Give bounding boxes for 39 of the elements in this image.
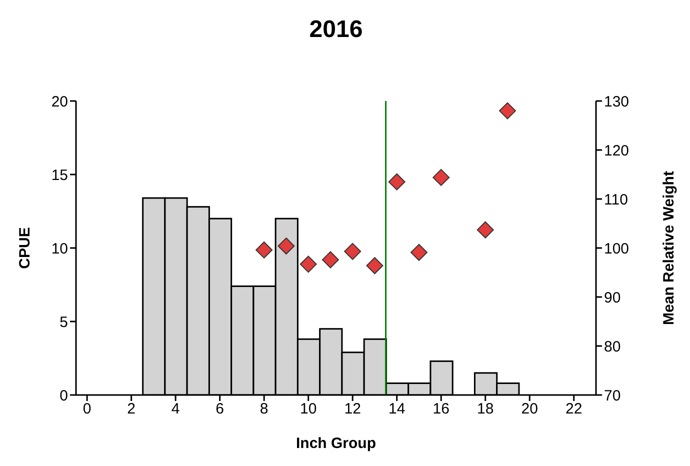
x-tick-label: 14 [388, 400, 406, 418]
point [498, 102, 516, 120]
x-tick-label: 2 [127, 400, 136, 418]
y2-tick-label: 120 [604, 142, 630, 160]
y2-tick-label: 90 [604, 289, 621, 306]
y2-tick-label: 70 [604, 387, 621, 404]
chart-title: 2016 [308, 16, 364, 44]
y2-tick-label: 80 [604, 338, 621, 356]
x-tick-label: 12 [344, 400, 361, 418]
x-tick-label: 6 [216, 400, 224, 418]
point [432, 168, 450, 186]
point [410, 244, 428, 261]
point [300, 256, 317, 273]
y2-tick-label: 130 [604, 93, 630, 110]
y-tick-label: 10 [51, 240, 68, 258]
y-tick-label: 20 [51, 93, 68, 110]
y-tick-label: 5 [60, 314, 68, 331]
y-tick-label: 0 [60, 387, 68, 404]
point [388, 173, 406, 190]
x-tick-label: 4 [171, 400, 180, 418]
y2-tick-label: 100 [604, 240, 630, 258]
x-tick-label: 22 [566, 400, 582, 418]
x-tick-label: 0 [82, 400, 92, 418]
point [476, 221, 494, 238]
point [322, 251, 339, 268]
point [256, 241, 273, 258]
y-axis-title: CPUE [16, 227, 34, 269]
x-tick-label: 18 [477, 400, 494, 418]
y2-tick-label: 110 [604, 191, 628, 208]
y-tick-label: 15 [51, 166, 68, 184]
x-tick-label: 8 [260, 400, 268, 418]
x-tick-label: 16 [432, 400, 450, 418]
x-tick-label: 10 [300, 400, 317, 418]
point [344, 242, 362, 260]
y2-axis-title: Mean Relative Weight [660, 171, 678, 325]
x-tick-label: 20 [521, 400, 538, 418]
point [278, 238, 295, 255]
point [366, 257, 384, 274]
x-axis-title: Inch Group [296, 435, 376, 452]
